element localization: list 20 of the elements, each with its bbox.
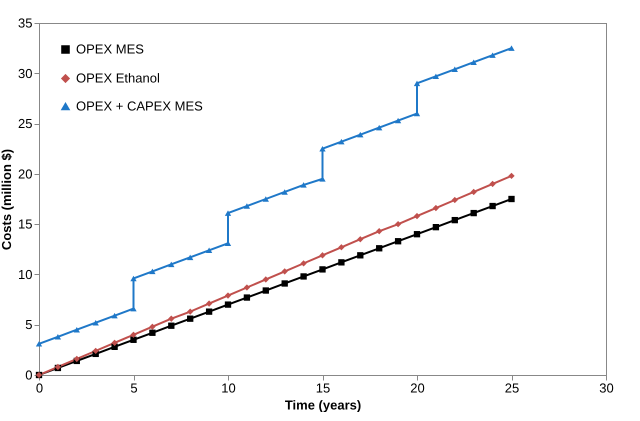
- y-tick-label: 15: [18, 216, 32, 232]
- x-tick-label: 5: [130, 380, 138, 396]
- x-tick-label: 10: [221, 380, 236, 396]
- y-tick-label: 35: [18, 16, 32, 30]
- x-axis-title: Time (years): [284, 398, 362, 412]
- y-tick-label: 0: [25, 368, 32, 382]
- legend-label: OPEX + CAPEX MES: [76, 98, 204, 114]
- y-tick-label: 10: [18, 266, 32, 282]
- x-tick-label: 0: [36, 380, 44, 396]
- y-tick-label: 5: [25, 317, 32, 332]
- legend-label: OPEX Ethanol: [76, 70, 160, 86]
- y-tick-label: 20: [18, 166, 32, 182]
- y-tick-label: 25: [18, 116, 32, 132]
- x-tick-label: 15: [316, 380, 330, 396]
- y-axis-title: Costs (million $): [0, 148, 14, 250]
- legend-label: OPEX MES: [76, 42, 144, 56]
- x-tick-label: 25: [504, 380, 520, 396]
- y-tick-label: 30: [18, 66, 32, 81]
- x-tick-label: 20: [410, 380, 425, 396]
- x-tick-label: 30: [599, 380, 614, 396]
